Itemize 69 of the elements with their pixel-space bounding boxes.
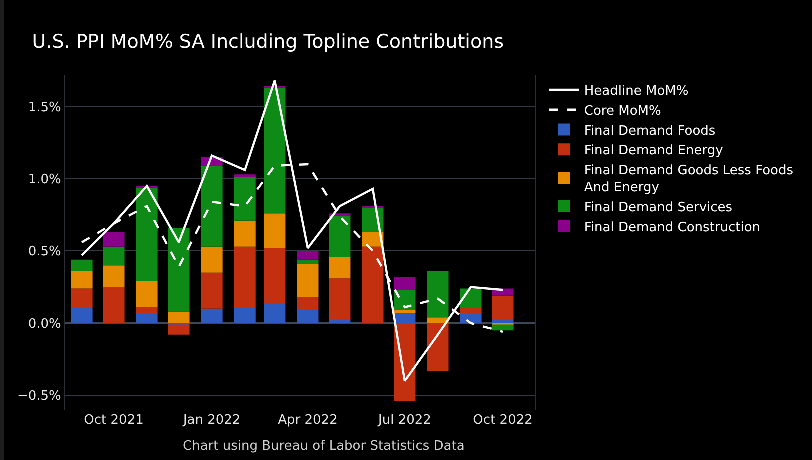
bar	[394, 310, 416, 314]
legend-label: Core MoM%	[584, 104, 662, 119]
y-tick-label: 1.0%	[28, 172, 62, 188]
bar	[201, 308, 223, 324]
bar	[329, 319, 351, 324]
legend-label: Final Demand Energy	[584, 144, 724, 159]
bar	[103, 246, 125, 266]
bar	[136, 281, 158, 308]
bar	[201, 272, 223, 309]
text: Chart using Bureau of Labor Statistics Data	[183, 439, 465, 454]
x-tick-label: Jan 2022	[182, 413, 241, 428]
bar	[460, 313, 482, 324]
bar	[264, 248, 286, 304]
bar	[234, 246, 256, 308]
bar	[71, 271, 93, 289]
bar	[427, 323, 449, 372]
x-tick-label: Apr 2022	[278, 413, 338, 428]
bar	[264, 88, 286, 214]
bar	[264, 303, 286, 324]
legend-label: Final Demand Goods Less Foods And Energy	[584, 164, 794, 196]
bar	[297, 264, 319, 298]
bar	[71, 260, 93, 272]
bar	[460, 307, 482, 314]
bar	[394, 277, 416, 290]
chart-title: U.S. PPI MoM% SA Including Topline Contributions	[32, 31, 504, 54]
bar	[103, 287, 125, 324]
bar	[329, 215, 351, 257]
bar	[394, 290, 416, 310]
line-series	[80, 80, 504, 382]
bar	[427, 271, 449, 318]
bar	[297, 310, 319, 324]
bar	[264, 214, 286, 248]
bar	[136, 313, 158, 324]
bar	[492, 319, 514, 324]
bar	[168, 324, 190, 335]
bar	[234, 307, 256, 324]
bar	[71, 288, 93, 308]
bar	[329, 278, 351, 320]
bar	[136, 188, 158, 282]
y-tick-label: 1.5%	[28, 100, 62, 116]
bar	[297, 251, 319, 260]
bar	[234, 176, 256, 221]
bar	[297, 297, 319, 310]
y-tick-label: −0.5%	[17, 389, 62, 404]
x-tick-label: Oct 2021	[84, 413, 144, 428]
bar	[201, 166, 223, 247]
legend-label: Final Demand Foods	[584, 124, 716, 139]
bar	[103, 232, 125, 247]
legend-label: Final Demand Construction	[584, 220, 761, 236]
bar	[71, 307, 93, 324]
bar	[492, 296, 514, 320]
bar	[329, 256, 351, 279]
legend-label: Final Demand Services	[584, 200, 733, 216]
x-tick-label: Jul 2022	[378, 413, 432, 428]
bar	[136, 307, 158, 314]
bar	[103, 266, 125, 288]
legend-label: Headline MoM%	[584, 84, 689, 100]
bar	[297, 260, 319, 264]
bar	[234, 220, 256, 247]
bar	[394, 313, 416, 324]
bar	[427, 318, 449, 324]
bar	[201, 246, 223, 273]
bar	[168, 228, 190, 312]
bar	[168, 312, 190, 324]
y-tick-label: 0.0%	[28, 316, 62, 332]
bar	[362, 246, 384, 324]
bar	[492, 324, 514, 331]
x-tick-label: Oct 2022	[473, 413, 533, 428]
y-tick-label: 0.5%	[28, 244, 62, 260]
